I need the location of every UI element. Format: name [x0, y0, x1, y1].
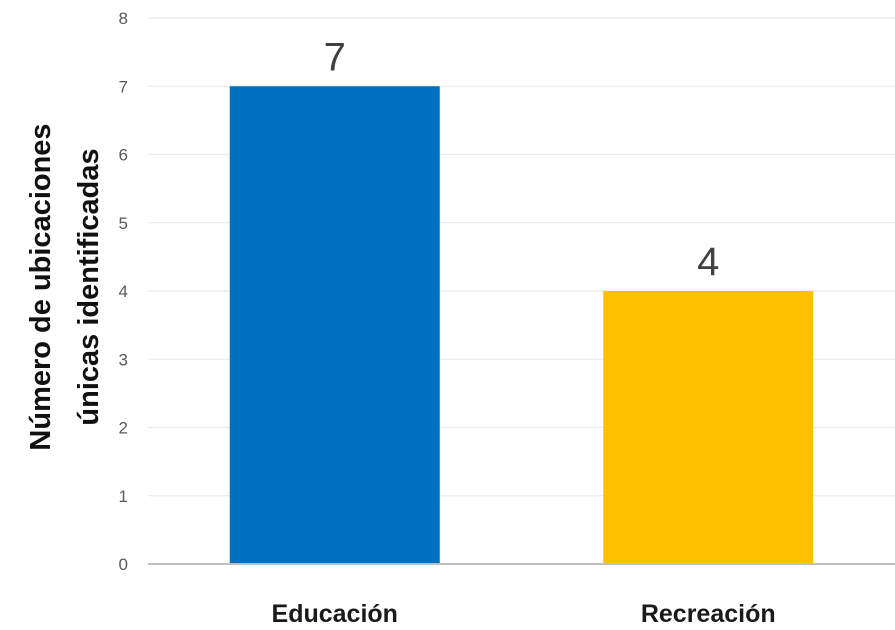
- bar-2: [603, 291, 814, 564]
- data-labels: 74: [324, 35, 720, 284]
- x-category-label: Recreación: [641, 600, 776, 628]
- bar-1: [229, 86, 440, 564]
- y-tick-label: 1: [119, 487, 128, 506]
- x-category-labels: Educación Recreación: [272, 600, 776, 628]
- y-tick-label: 6: [119, 146, 128, 165]
- x-category-label: Educación: [272, 600, 398, 628]
- data-label: 7: [324, 35, 346, 79]
- y-tick-labels: 0 1 2 3 4 5 6 7 8: [119, 9, 128, 574]
- bars: [229, 86, 814, 564]
- y-tick-label: 5: [119, 214, 128, 233]
- y-tick-label: 3: [119, 350, 128, 369]
- y-tick-label: 0: [119, 555, 128, 574]
- y-tick-label: 7: [119, 77, 128, 96]
- y-tick-label: 2: [119, 419, 128, 438]
- y-axis-title-line-1: Número de ubicaciones: [25, 123, 57, 450]
- data-label: 4: [697, 240, 719, 284]
- y-tick-label: 4: [119, 282, 128, 301]
- y-tick-label: 8: [119, 9, 128, 28]
- y-axis-title-line-2: únicas identificadas: [73, 148, 105, 425]
